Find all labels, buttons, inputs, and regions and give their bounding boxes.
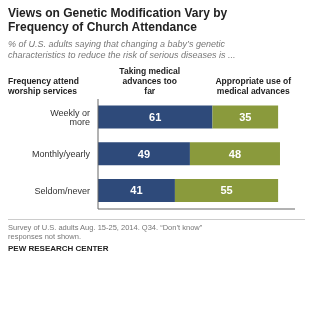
svg-text:48: 48 <box>229 147 241 159</box>
html-text:PEW RESEARCH CENTER: PEW RESEARCH CENTER <box>8 244 109 254</box>
svg-text:61: 61 <box>149 111 161 123</box>
html-text:Views on Genetic Modification: Views on Genetic Modification Vary by Fr… <box>8 6 228 35</box>
html-text:% of U.S. adults saying that c: % of U.S. adults saying that changing a … <box>8 38 236 60</box>
svg-text:Seldom/never: Seldom/never <box>34 185 90 195</box>
html-text:Taking medical advances too fa: Taking medical advances too far <box>119 66 181 96</box>
svg-text:35: 35 <box>239 111 251 123</box>
svg-text:55: 55 <box>220 184 232 196</box>
svg-text:41: 41 <box>130 184 142 196</box>
svg-text:Monthly/yearly: Monthly/yearly <box>32 149 91 159</box>
html-text:Appropriate use of medical adv: Appropriate use of medical advances <box>215 76 291 96</box>
svg-text:49: 49 <box>138 147 150 159</box>
html-text:Frequency attend worship servi: Frequency attend worship services <box>8 76 79 96</box>
html-text:Survey of U.S. adults Aug. 15-: Survey of U.S. adults Aug. 15-25, 2014. … <box>8 222 203 241</box>
svg-text:Weekly ormore: Weekly ormore <box>50 108 90 127</box>
